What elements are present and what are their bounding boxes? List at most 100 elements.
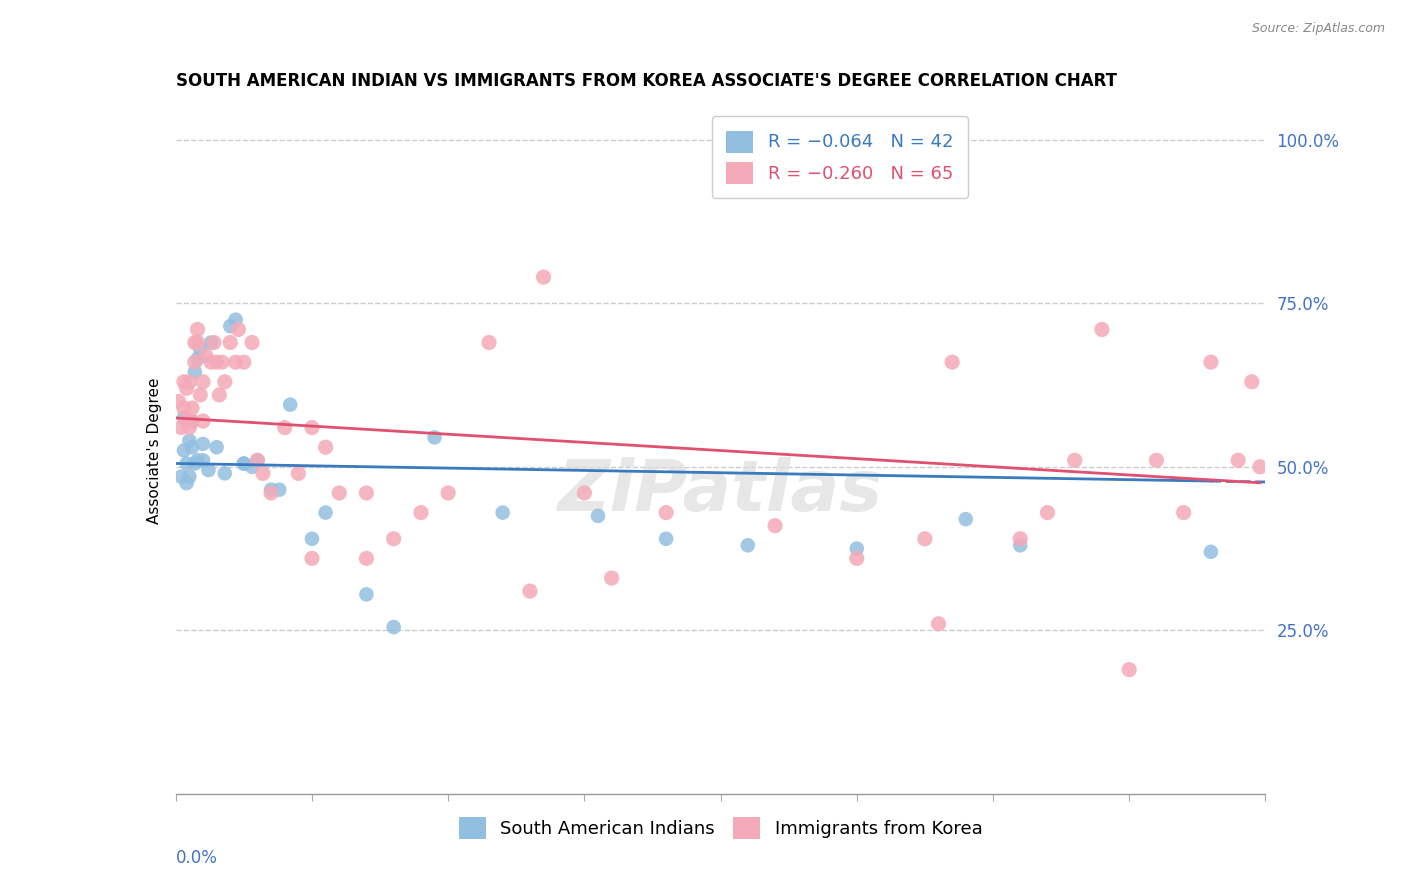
Point [184,365,207,379]
Point [191,414,214,428]
Point [186,453,209,467]
Point [214,467,236,481]
Point [173,375,195,389]
Point [287,467,309,481]
Point [176,381,198,395]
Point [228,322,250,336]
Point [186,322,209,336]
Point [214,375,236,389]
Point [173,401,195,415]
Point [278,398,301,412]
Point [1036,506,1059,520]
Point [205,440,228,454]
Point [1118,663,1140,677]
Point [208,388,231,402]
Point [274,420,297,434]
Point [188,342,211,356]
Point [315,506,337,520]
Point [519,584,541,599]
Point [181,440,204,454]
Point [232,457,254,471]
Point [240,335,263,350]
Point [356,551,378,566]
Point [232,355,254,369]
Point [356,486,378,500]
Point [260,483,283,497]
Point [176,476,198,491]
Point [194,349,217,363]
Point [1227,453,1250,467]
Point [914,532,936,546]
Point [845,541,868,556]
Point [219,335,242,350]
Point [225,355,247,369]
Point [382,532,405,546]
Point [252,467,274,481]
Point [188,388,211,402]
Point [176,414,198,428]
Point [232,457,254,471]
Point [260,486,283,500]
Point [586,508,609,523]
Point [179,469,201,483]
Point [181,414,204,428]
Point [574,486,596,500]
Point [186,335,209,350]
Point [179,434,201,448]
Point [184,335,207,350]
Point [845,551,868,566]
Point [191,375,214,389]
Point [655,532,678,546]
Point [200,355,222,369]
Point [200,335,222,350]
Point [191,453,214,467]
Point [186,351,209,366]
Point [184,355,207,369]
Point [246,453,269,467]
Point [301,551,323,566]
Point [328,486,350,500]
Point [478,335,501,350]
Point [955,512,977,526]
Point [763,518,786,533]
Point [600,571,623,585]
Point [315,440,337,454]
Point [1063,453,1085,467]
Point [170,469,193,483]
Point [301,532,323,546]
Point [179,375,201,389]
Point [202,335,225,350]
Point [1091,322,1114,336]
Point [928,616,950,631]
Point [181,414,204,428]
Point [179,420,201,434]
Point [437,486,460,500]
Point [1199,545,1222,559]
Legend: South American Indians, Immigrants from Korea: South American Indians, Immigrants from … [444,803,997,854]
Point [184,457,207,471]
Point [1240,375,1263,389]
Point [737,538,759,552]
Point [492,506,515,520]
Point [173,443,195,458]
Point [173,410,195,425]
Text: ZiPatlas: ZiPatlas [558,458,883,526]
Text: Source: ZipAtlas.com: Source: ZipAtlas.com [1251,22,1385,36]
Point [197,463,219,477]
Point [382,620,405,634]
Point [1144,453,1167,467]
Point [1173,506,1195,520]
Point [1199,355,1222,369]
Text: SOUTH AMERICAN INDIAN VS IMMIGRANTS FROM KOREA ASSOCIATE'S DEGREE CORRELATION CH: SOUTH AMERICAN INDIAN VS IMMIGRANTS FROM… [176,72,1116,90]
Point [225,312,247,326]
Point [1010,538,1032,552]
Point [167,394,190,409]
Point [191,437,214,451]
Point [1249,459,1271,474]
Point [211,355,233,369]
Point [176,457,198,471]
Point [1010,532,1032,546]
Point [356,587,378,601]
Point [655,506,678,520]
Y-axis label: Associate's Degree: Associate's Degree [146,377,162,524]
